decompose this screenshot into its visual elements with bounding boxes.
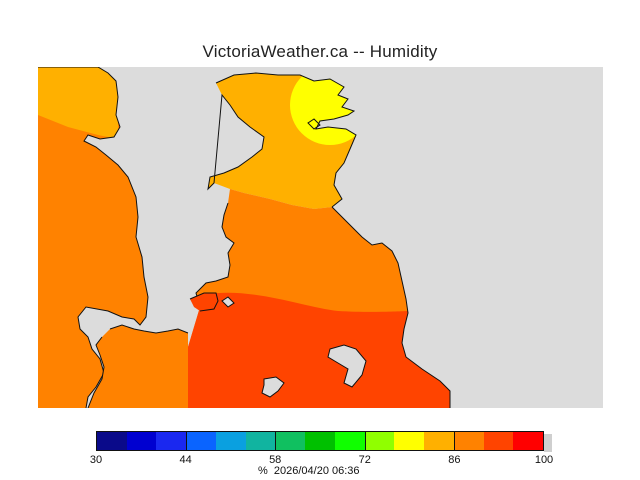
north-islet bbox=[307, 118, 321, 130]
colorbar-segment-5 bbox=[245, 432, 276, 450]
colorbar-tick-label-86: 86 bbox=[448, 454, 461, 466]
south-coastline bbox=[195, 202, 451, 408]
colorbar-tick-label-72: 72 bbox=[358, 454, 371, 466]
west-coastline bbox=[38, 67, 149, 408]
colorbar-tick-label-100: 100 bbox=[534, 454, 554, 466]
colorbar-segment-12 bbox=[453, 432, 484, 450]
harbour-spit-zone bbox=[190, 293, 218, 311]
colorbar-segment-10 bbox=[394, 432, 425, 450]
west-zone-80-85 bbox=[38, 67, 118, 139]
inland-lake-east bbox=[327, 344, 367, 388]
colorbar-segment-4 bbox=[215, 432, 246, 450]
unit-label: % bbox=[258, 465, 268, 477]
colorbar-tick-label-44: 44 bbox=[179, 454, 192, 466]
colorbar-segment-1 bbox=[126, 432, 157, 450]
footer: % 2026/04/20 06:36 bbox=[258, 465, 360, 477]
timestamp: 2026/04/20 06:36 bbox=[273, 465, 360, 477]
southwest-coastline bbox=[87, 324, 189, 408]
harbour-islet bbox=[221, 296, 235, 308]
inland-lake-west bbox=[261, 376, 285, 398]
colorbar-segment-2 bbox=[156, 432, 187, 450]
colorbar-segment-9 bbox=[364, 432, 395, 450]
colorbar-segment-0 bbox=[97, 432, 127, 450]
colorbar-segment-8 bbox=[334, 432, 365, 450]
humidity-colorbar bbox=[96, 431, 544, 451]
colorbar-segment-11 bbox=[424, 432, 454, 450]
colorbar-segment-3 bbox=[186, 432, 216, 450]
southwest-zone-85-90 bbox=[88, 325, 188, 408]
colorbar-tick-label-30: 30 bbox=[89, 454, 103, 466]
colorbar-tick-label-58: 58 bbox=[269, 454, 282, 466]
southwest-landmass bbox=[88, 325, 188, 408]
colorbar-segment-7 bbox=[305, 432, 335, 450]
colorbar-segment-6 bbox=[275, 432, 306, 450]
south-zone-90-95 bbox=[188, 292, 450, 408]
humidity-map bbox=[38, 67, 603, 408]
colorbar-shadow bbox=[544, 434, 552, 452]
colorbar-segment-14 bbox=[513, 432, 544, 450]
chart-title: VictoriaWeather.ca -- Humidity bbox=[202, 42, 438, 61]
harbour-spit-coast bbox=[189, 292, 219, 312]
north-coastline bbox=[207, 72, 357, 208]
colorbar-segment-13 bbox=[483, 432, 514, 450]
harbour-spit bbox=[189, 292, 235, 312]
